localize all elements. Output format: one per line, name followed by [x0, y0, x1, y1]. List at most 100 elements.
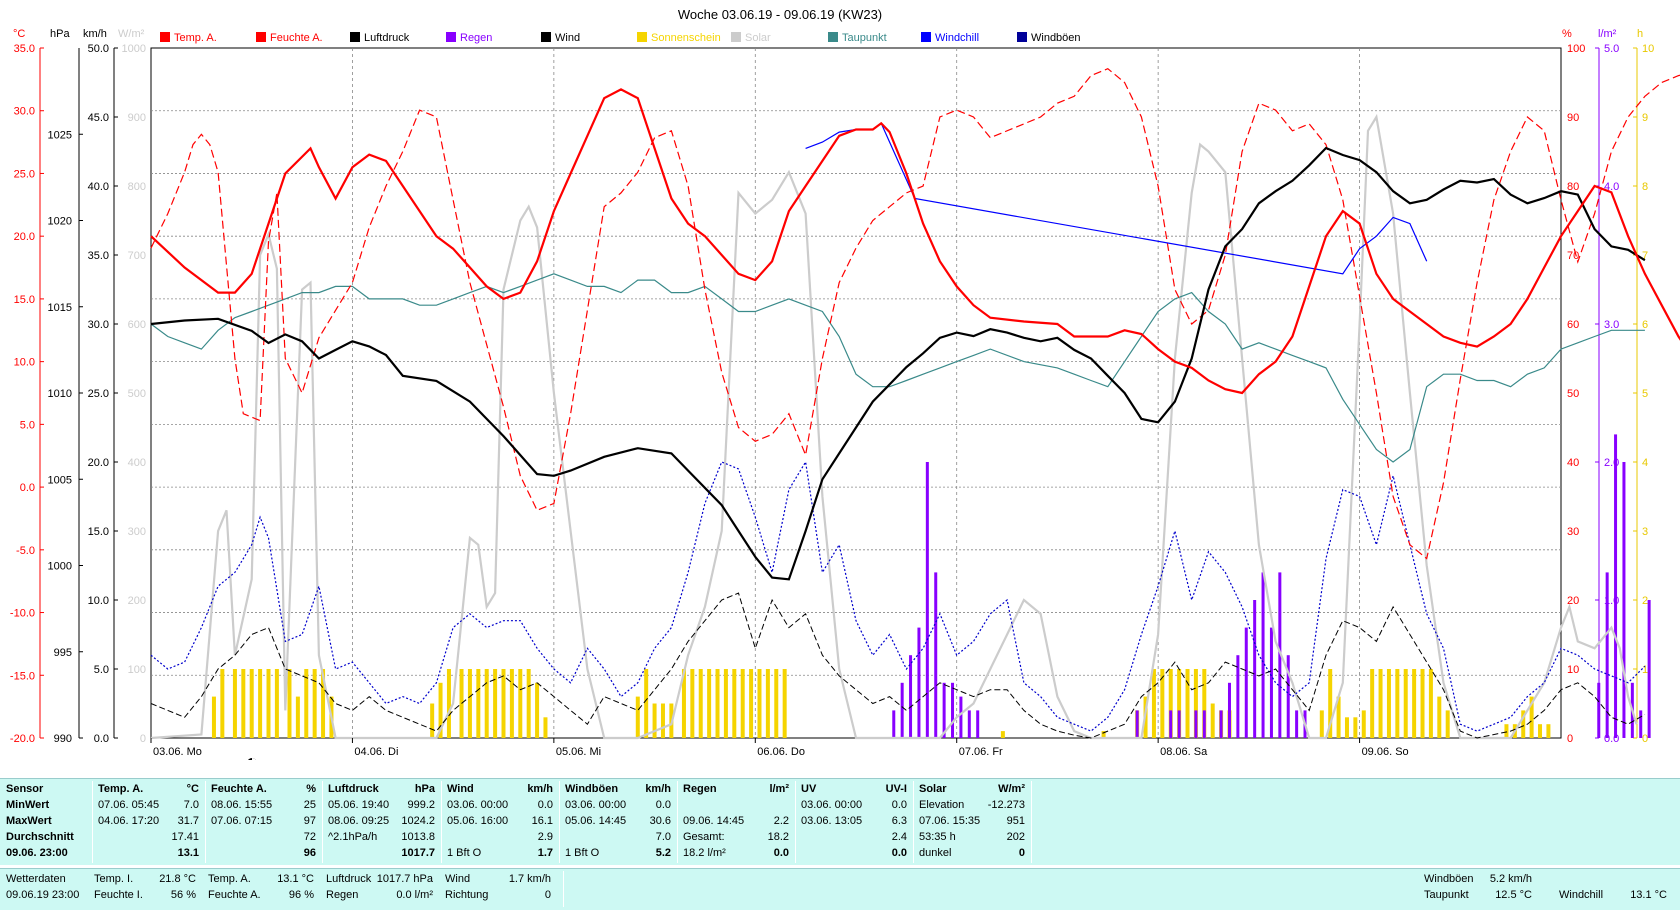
tick-label-pressure: 1015	[48, 302, 72, 314]
stats-unit: km/h	[645, 783, 671, 795]
pressure-line	[150, 146, 1646, 581]
rain-bar	[967, 710, 971, 738]
tick-label-solar: 200	[128, 595, 146, 607]
tick-label-sun: 8	[1642, 181, 1648, 193]
sunshine-bar	[509, 669, 514, 738]
sunshine-bar	[241, 669, 246, 738]
stats-row-label: Durchschnitt	[6, 831, 74, 843]
sunshine-bar	[1177, 669, 1182, 738]
tick-label-sun: 2	[1642, 595, 1648, 607]
sunshine-bar	[1378, 669, 1383, 738]
sunshine-bar	[526, 669, 531, 738]
tick-label-temp: 10.0	[14, 357, 35, 369]
weather-week-chart: Woche 03.06.19 - 09.06.19 (KW23) Temp. A…	[10, 7, 1680, 760]
stats-column-hum: Feuchte A.% 08.06. 15:55 25 07.06. 07:15 97 7…	[205, 781, 323, 863]
x-tick-label: 05.06. Mi	[556, 746, 601, 758]
status-windchill: Windchill 13.1 °C	[1553, 871, 1673, 907]
stats-column-temp: Temp. A. °C 07.06. 05:45 7.0 04.06. 17:20 31.…	[92, 781, 206, 863]
tick-label-humidity: 0	[1567, 733, 1573, 745]
status-value: 1.7 km/h	[508, 873, 551, 885]
sunshine-bar	[681, 669, 686, 738]
stats-row-info: 09.06. 14:45	[683, 815, 745, 827]
sunshine-bar	[266, 669, 271, 738]
sunshine-bar	[220, 669, 225, 738]
stats-header: Wind	[447, 783, 474, 795]
legend-swatch	[541, 32, 551, 42]
stats-row-value: 5.2	[655, 847, 671, 859]
tick-label-solar: 900	[128, 112, 146, 124]
rain-bar	[1269, 627, 1273, 738]
tick-label-temp: 20.0	[14, 231, 35, 243]
unit-label-humidity: %	[1562, 28, 1572, 40]
legend-label: Wind	[555, 32, 580, 44]
status-value: 96 %	[288, 889, 314, 901]
stats-row-label: MinWert	[6, 799, 50, 811]
unit-label-solar: W/m²	[118, 28, 145, 40]
sunshine-bar	[287, 669, 292, 738]
rain-bar	[1261, 572, 1265, 738]
stats-row-info: dunkel	[919, 847, 952, 859]
rain-bar	[1135, 710, 1139, 738]
sunshine-bar	[258, 669, 263, 738]
status-label: Feuchte A.	[208, 889, 261, 901]
tick-label-wind: 30.0	[88, 319, 109, 331]
tick-label-pressure: 995	[54, 647, 72, 659]
sunshine-bar	[660, 703, 665, 738]
rain-bar	[1202, 710, 1206, 738]
stats-row-info: ^2.1hPa/h	[328, 831, 378, 843]
x-tick-label: 04.06. Di	[354, 746, 398, 758]
sunshine-bar	[749, 669, 754, 738]
stats-column-press: Luftdruck hPa 05.06. 19:40 999.2 08.06. 09:2…	[322, 781, 442, 863]
sunshine-bar	[1361, 710, 1366, 738]
legend-label: Taupunkt	[842, 32, 887, 44]
stats-row-value: 1017.7	[401, 847, 435, 859]
legend-swatch	[637, 32, 647, 42]
sunshine-bar	[312, 669, 317, 738]
legend-label: Windchill	[935, 32, 979, 44]
tick-label-wind: 25.0	[88, 388, 109, 400]
legend-label: Solar	[745, 32, 771, 44]
sunshine-bar	[1000, 731, 1005, 738]
status-label: Feuchte I.	[94, 889, 143, 901]
stats-row-value: 7.0	[655, 831, 671, 843]
tick-label-pressure: 1020	[48, 216, 72, 228]
status-divider	[563, 871, 564, 907]
stats-column-rain: Regen l/m² 09.06. 14:45 2.2 Gesamt: 18.2 18.2 …	[677, 781, 796, 863]
rain-bar	[976, 710, 980, 738]
stats-row-value: 31.7	[177, 815, 199, 827]
tick-label-wind: 0.0	[94, 733, 109, 745]
stats-row-value: 0.0	[891, 847, 907, 859]
stats-row-value: 0.0	[537, 799, 553, 811]
wind-line	[150, 592, 1646, 739]
stats-row-value: 1.7	[537, 847, 553, 859]
stats-header: Feuchte A.	[211, 783, 267, 795]
status-value: 56 %	[170, 889, 196, 901]
stats-unit: UV-I	[885, 783, 907, 795]
sunshine-bar	[430, 703, 435, 738]
windchill-line	[805, 122, 1428, 275]
sunshine-bar	[635, 696, 640, 738]
sunshine-bar	[1344, 717, 1349, 738]
sunshine-bar	[707, 669, 712, 738]
legend-label: Sonnenschein	[651, 32, 721, 44]
stats-row-value: 951	[1006, 815, 1025, 827]
stats-row-value: 2.9	[537, 831, 553, 843]
sunshine-bar	[1538, 724, 1543, 738]
tick-label-temp: -5.0	[16, 545, 35, 557]
stats-row-info: Gesamt:	[683, 831, 725, 843]
stats-column-gust: Windböen km/h 03.06. 00:00 0.0 05.06. 14:45 3…	[559, 781, 678, 863]
stats-row-info: 05.06. 14:45	[565, 815, 627, 827]
stats-row-value: 30.6	[649, 815, 671, 827]
tick-label-wind: 10.0	[88, 595, 109, 607]
stats-unit: km/h	[527, 783, 553, 795]
sunshine-bar	[715, 669, 720, 738]
rain-bar	[1597, 682, 1601, 738]
stats-row-value: 96	[303, 847, 316, 859]
tick-label-temp: -15.0	[10, 670, 35, 682]
sunshine-bar	[304, 669, 309, 738]
rain-bar	[1605, 572, 1609, 738]
tick-label-solar: 400	[128, 457, 146, 469]
legend-swatch	[1017, 32, 1027, 42]
stats-header: Regen	[683, 783, 717, 795]
status-value: 0.0 l/m²	[396, 889, 433, 901]
